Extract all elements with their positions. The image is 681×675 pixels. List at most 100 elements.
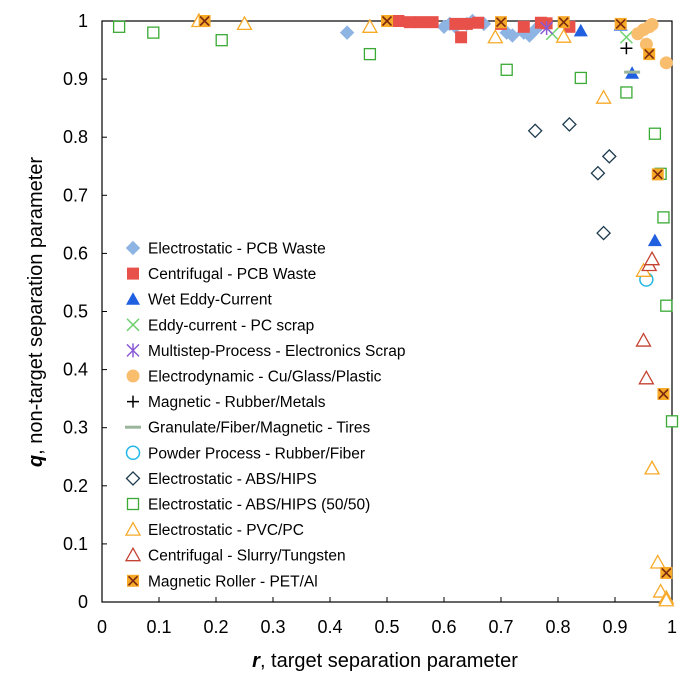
marker-cross — [199, 15, 210, 27]
marker-cross — [652, 169, 663, 180]
data-point — [527, 123, 543, 139]
marker-cross — [615, 18, 626, 29]
data-point — [426, 16, 439, 29]
legend-item: Electrostatic - PCB Waste — [125, 241, 326, 258]
data-point — [198, 15, 211, 27]
legend-label: Centrifugal - Slurry/Tungsten — [148, 548, 346, 565]
data-point — [658, 591, 675, 607]
marker-cross — [495, 17, 507, 28]
x-tick-label: 1 — [667, 617, 677, 637]
data-point — [495, 16, 507, 29]
series-6 — [620, 42, 633, 55]
legend-item: Powder Process - Rubber/Fiber — [125, 445, 365, 462]
data-point — [381, 15, 393, 27]
y-axis-label: , non-target separation parameter — [25, 157, 47, 455]
data-point — [596, 225, 612, 241]
data-point — [403, 16, 416, 29]
legend-label: Powder Process - Rubber/Fiber — [148, 445, 365, 462]
legend-marker — [124, 521, 142, 536]
data-point — [614, 17, 627, 30]
marker-cross — [658, 388, 669, 400]
data-point — [620, 86, 633, 99]
data-point — [643, 48, 656, 61]
data-point — [361, 18, 379, 33]
x-tick-label: 0.2 — [203, 617, 228, 637]
data-point — [601, 148, 617, 164]
legend-item: Electrostatic - ABS/HIPS — [125, 471, 317, 488]
data-point — [112, 20, 126, 33]
data-point — [645, 17, 659, 31]
legend-item: Electrodynamic - Cu/Glass/Plastic — [126, 369, 382, 386]
legend-label: Magnetic Roller - PET/Al — [148, 573, 318, 590]
legend-item: Centrifugal - PCB Waste — [127, 266, 316, 283]
data-point — [517, 20, 530, 33]
data-point — [595, 89, 612, 104]
marker-cross — [127, 575, 139, 586]
data-point — [620, 42, 633, 55]
marker-cross — [558, 17, 569, 28]
data-point — [455, 31, 468, 44]
data-point — [643, 250, 661, 266]
data-point — [643, 460, 661, 475]
plot-frame — [101, 20, 673, 603]
x-tick-label: 0.1 — [146, 617, 171, 637]
legend-item: Electrostatic - ABS/HIPS (50/50) — [126, 497, 370, 514]
data-point — [561, 116, 577, 132]
legend-marker — [127, 574, 139, 587]
y-tick-label: 0 — [78, 592, 88, 612]
data-point — [505, 28, 520, 43]
data-point — [339, 25, 355, 40]
y-axis-title: q, non-target separation parameter — [25, 157, 47, 468]
y-tick-label: 0.2 — [63, 476, 88, 496]
x-axis-ticks: 0 0.1 0.2 0.3 0.4 0.5 0.6 0.7 0.8 0.9 1 — [97, 597, 677, 637]
legend-item: Magnetic - Rubber/Metals — [127, 394, 326, 411]
data-point — [415, 16, 428, 29]
legend-item: Wet Eddy-Current — [126, 292, 272, 309]
data-point — [472, 16, 485, 29]
x-tick-label: 0.4 — [317, 617, 342, 637]
data-point — [619, 30, 633, 44]
data-point — [657, 211, 670, 224]
y-tick-label: 0.7 — [63, 185, 88, 205]
y-axis-symbol: q — [25, 455, 47, 467]
data-marks — [112, 12, 679, 607]
data-point — [635, 332, 652, 347]
data-point — [639, 37, 653, 51]
legend-item: Electrostatic - PVC/PC — [124, 521, 304, 539]
legend-item: Magnetic Roller - PET/Al — [127, 573, 318, 590]
data-point — [487, 28, 504, 44]
legend-item: Multistep-Process - Electronics Scrap — [126, 343, 406, 360]
marker-cross — [644, 49, 655, 60]
legend-label: Centrifugal - PCB Waste — [148, 266, 316, 283]
data-point — [540, 20, 554, 35]
data-point — [649, 554, 666, 569]
legend-label: Magnetic - Rubber/Metals — [148, 394, 326, 411]
data-point — [647, 233, 662, 247]
legend-marker — [126, 292, 140, 305]
legend-marker — [126, 497, 140, 511]
data-point — [460, 17, 473, 30]
y-tick-label: 0.9 — [63, 69, 88, 89]
y-tick-label: 0.1 — [63, 534, 88, 554]
data-point — [449, 17, 462, 30]
x-tick-label: 0.7 — [488, 617, 513, 637]
series-11 — [190, 12, 675, 607]
series-13 — [198, 15, 673, 579]
legend-marker — [124, 546, 142, 562]
legend-label: Eddy-current - PC scrap — [148, 317, 314, 334]
legend-item: Granulate/Fiber/Magnetic - Tires — [125, 420, 371, 437]
legend-marker — [126, 343, 140, 358]
data-point — [590, 165, 606, 181]
legend-marker — [126, 369, 140, 383]
x-axis-symbol: r — [252, 650, 261, 672]
data-point — [363, 47, 377, 61]
data-point — [638, 369, 655, 385]
data-point — [147, 26, 160, 39]
legend-label: Electrostatic - ABS/HIPS (50/50) — [148, 497, 370, 514]
data-point — [215, 34, 228, 47]
series-5 — [631, 17, 673, 70]
x-tick-label: 0.8 — [545, 617, 570, 637]
y-tick-label: 0.8 — [63, 127, 88, 147]
data-point — [236, 15, 253, 31]
series-12 — [635, 250, 661, 385]
